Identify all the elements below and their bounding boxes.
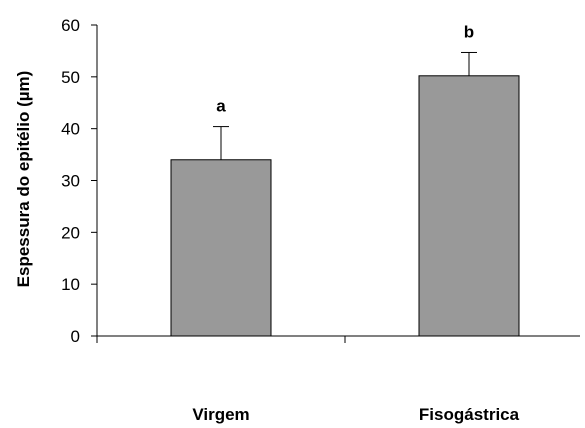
bar [170, 159, 272, 337]
y-tick-label: 50 [61, 68, 80, 87]
axes: 0 10 20 30 40 50 60 [61, 16, 580, 346]
y-tick-label: 0 [71, 327, 80, 346]
y-tick-label: 10 [61, 275, 80, 294]
bar [418, 75, 520, 337]
y-axis-label: Espessura do epitélio (µm) [14, 71, 33, 288]
x-category-label: Fisogástrica [419, 405, 520, 424]
x-category-label: Virgem [192, 405, 249, 424]
y-tick-label: 40 [61, 120, 80, 139]
y-tick-label: 20 [61, 223, 80, 242]
significance-letter: b [464, 22, 474, 41]
y-tick-label: 30 [61, 172, 80, 191]
bars: a Virgem b Fisogástrica [170, 22, 520, 424]
significance-letter: a [216, 97, 226, 116]
y-tick-label: 60 [61, 16, 80, 35]
